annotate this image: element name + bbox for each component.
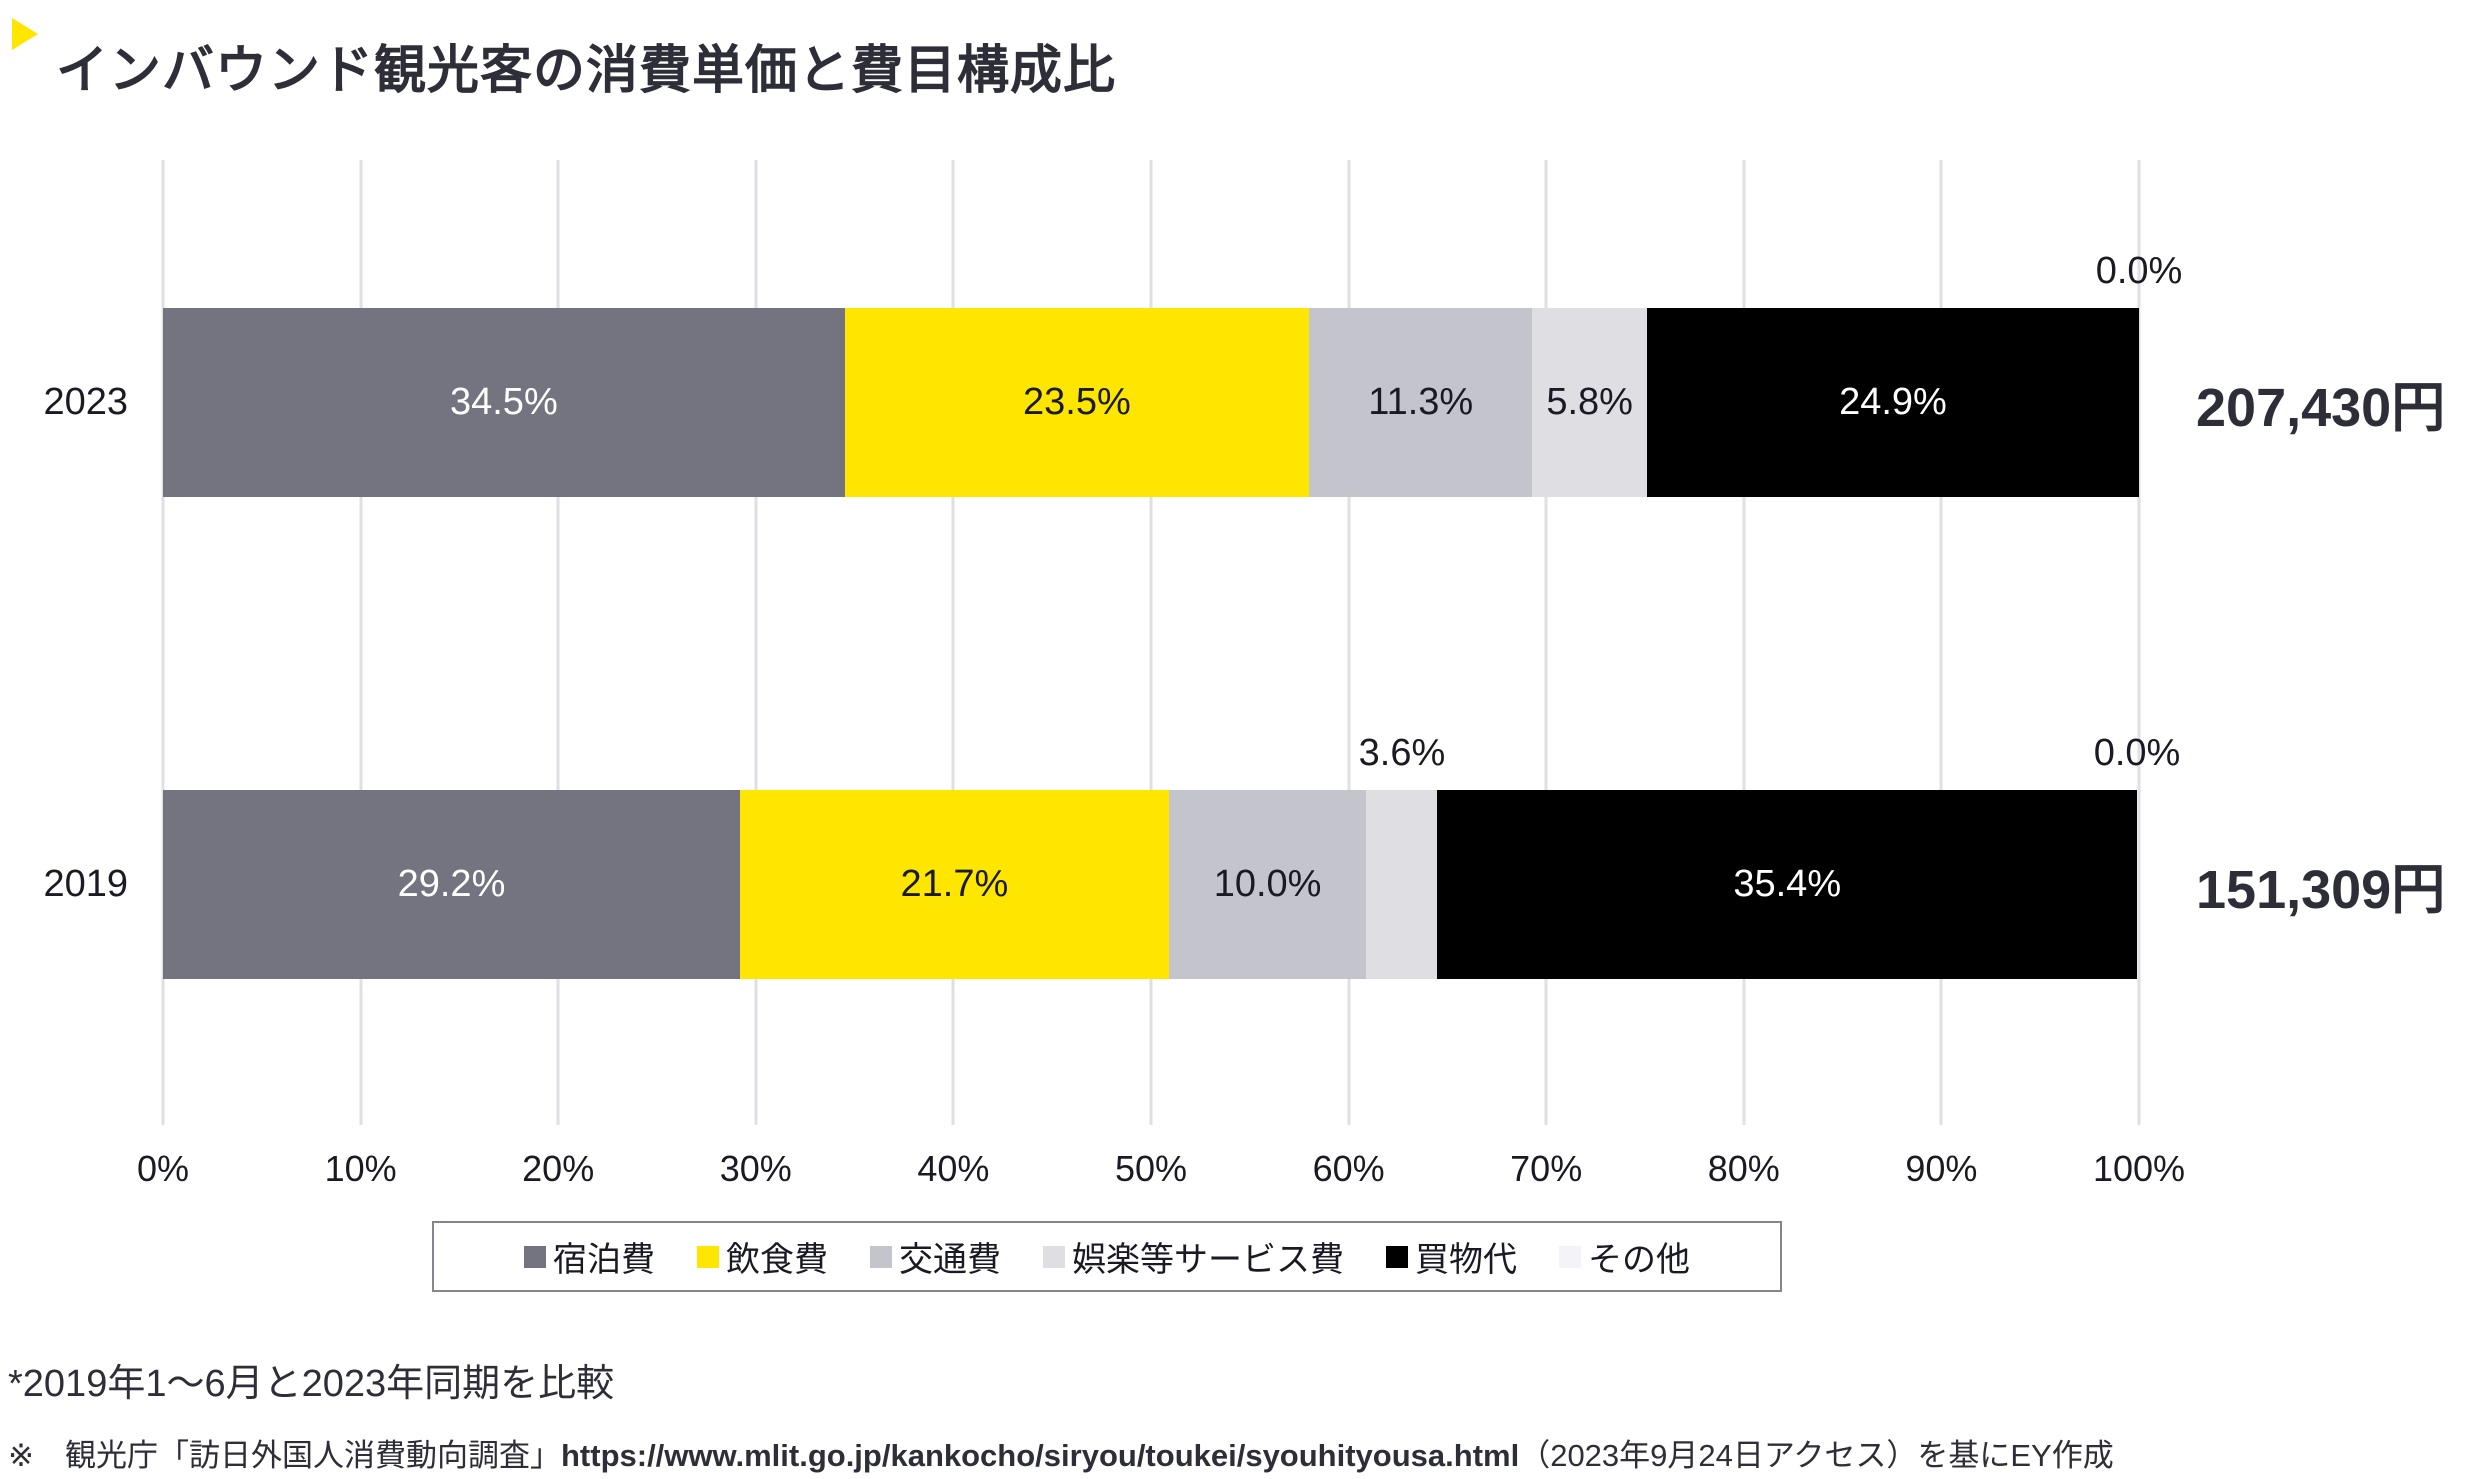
gridline-70% [1544,160,1548,1125]
x-tick-label-70%: 70% [1510,1148,1583,1189]
legend-label-交通費: 交通費 [899,1241,1001,1279]
bar-2023: 34.5% 23.5% 11.3% 5.8% 24.9% [163,308,2139,497]
legend-swatch-交通費 [870,1245,892,1268]
gridline-100% [2137,160,2141,1125]
footnote-source-prefix: ※ 観光庁「訪日外国人消費動向調査」 [8,1438,561,1473]
x-axis: 0% 10% 20% 30% 40% 50% 60% 70% 80% 90% 100% [0,1148,2482,1198]
segment-label-2023-宿泊費: 34.5% [449,381,558,423]
legend-swatch-娯楽等サービス費 [1043,1245,1065,1268]
segment-2023-交通費: 11.3% [1309,308,1533,497]
legend-swatch-買物代 [1386,1245,1408,1268]
gridline-0% [161,160,165,1125]
x-tick-label-80%: 80% [1707,1148,1780,1189]
segment-label-2023-交通費: 11.3% [1368,381,1474,423]
above-label-2023-その他: 0.0% [2095,250,2183,292]
footnote-comparison: *2019年1〜6月と2023年同期を比較 [8,1363,615,1405]
segment-label-2019-飲食費: 21.7% [900,863,1009,905]
x-tick-label-90%: 90% [1905,1148,1978,1189]
legend-label-飲食費: 飲食費 [726,1241,828,1279]
segment-label-2019-宿泊費: 29.2% [397,863,506,905]
footnote-source-suffix: （2023年9月24日アクセス）を基にEY作成 [1519,1438,2114,1473]
category-label-2023: 2023 [43,381,128,423]
plot-area: 0.0% 34.5% 23.5% 11.3% 5.8% 24.9% 3.6% 0.0% 29.2… [161,160,2182,1125]
footnote-source: ※ 観光庁「訪日外国人消費動向調査」https://www.mlit.go.jp… [8,1430,2114,1475]
above-label-2019-娯楽等サービス費: 3.6% [1358,732,1446,774]
x-tick-label-20%: 20% [522,1148,595,1189]
segment-2019-飲食費: 21.7% [739,790,1169,979]
legend-item-娯楽等サービス費: 娯楽等サービス費 [1043,1232,1344,1281]
category-label-2019: 2019 [43,863,128,905]
gridline-50% [1149,160,1153,1125]
x-tick-label-0%: 0% [136,1148,190,1189]
title-row: インバウンド観光客の消費単価と費目構成比 [12,6,1116,136]
legend-item-買物代: 買物代 [1386,1232,1517,1281]
segment-label-2023-娯楽等サービス費: 5.8% [1546,381,1633,423]
segment-2019-宿泊費: 29.2% [163,790,740,979]
title-arrow-icon [12,18,38,50]
legend-label-その他: その他 [1588,1241,1690,1279]
segment-2019-娯楽等サービス費 [1366,790,1438,979]
gridline-90% [1939,160,1943,1125]
gridline-60% [1347,160,1351,1125]
x-tick-label-30%: 30% [719,1148,792,1189]
legend-item-交通費: 交通費 [870,1232,1001,1281]
segment-2023-宿泊費: 34.5% [163,308,845,497]
gridline-40% [951,160,955,1125]
legend-item-飲食費: 飲食費 [697,1232,828,1281]
gridline-80% [1742,160,1746,1125]
segment-label-2019-交通費: 10.0% [1213,863,1322,905]
footnote-source-url: https://www.mlit.go.jp/kankocho/siryou/t… [560,1438,1520,1473]
gridline-10% [359,160,363,1125]
segment-label-2019-買物代: 35.4% [1733,863,1842,905]
segment-2019-交通費: 10.0% [1168,790,1367,979]
segment-label-2023-買物代: 24.9% [1839,381,1947,423]
legend-item-宿泊費: 宿泊費 [524,1232,655,1281]
total-label-2023: 207,430円 [2196,378,2446,438]
page-title: インバウンド観光客の消費単価と費目構成比 [56,41,1117,100]
legend: 宿泊費 飲食費 交通費 娯楽等サービス費 買物代 その他 [432,1221,1782,1292]
legend-label-娯楽等サービス費: 娯楽等サービス費 [1072,1241,1344,1279]
x-tick-label-50%: 50% [1114,1148,1188,1189]
gridline-30% [754,160,758,1125]
total-label-2019: 151,309円 [2196,860,2446,920]
segment-2023-飲食費: 23.5% [844,308,1310,497]
segment-2019-買物代: 35.4% [1437,790,2137,979]
legend-label-宿泊費: 宿泊費 [553,1241,655,1279]
legend-swatch-飲食費 [697,1245,719,1268]
segment-label-2023-飲食費: 23.5% [1023,381,1131,423]
x-tick-label-10%: 10% [324,1148,397,1189]
legend-swatch-宿泊費 [524,1245,546,1268]
bar-2019: 29.2% 21.7% 10.0% 35.4% [163,790,2139,979]
segment-2023-買物代: 24.9% [1646,308,2139,497]
x-tick-label-40%: 40% [917,1148,990,1189]
gridline-20% [556,160,560,1125]
x-tick-label-60%: 60% [1312,1148,1385,1189]
segment-2023-娯楽等サービス費: 5.8% [1532,308,1647,497]
legend-swatch-その他 [1559,1245,1581,1268]
legend-label-買物代: 買物代 [1415,1241,1517,1279]
above-label-2019-その他: 0.0% [2093,732,2181,774]
x-tick-label-100%: 100% [2092,1148,2186,1189]
legend-item-その他: その他 [1559,1232,1690,1281]
